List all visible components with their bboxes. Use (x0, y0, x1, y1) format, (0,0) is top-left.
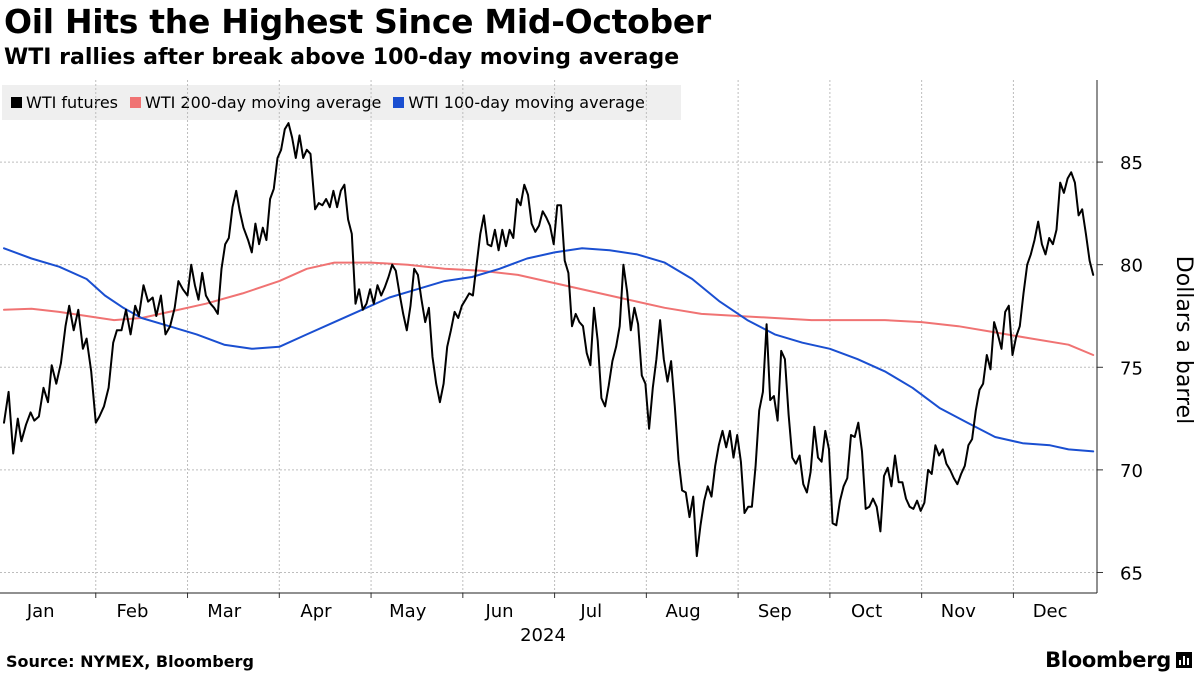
chart-title: Oil Hits the Highest Since Mid-October (4, 2, 711, 41)
series-wti-futures (3, 122, 1095, 558)
x-tick-label-may: May (389, 601, 427, 622)
legend-item-200-day-ma: WTI 200-day moving average (130, 93, 381, 112)
x-tick-label-dec: Dec (1033, 601, 1068, 622)
chart-subtitle: WTI rallies after break above 100-day mo… (4, 45, 680, 70)
legend-label-200-day-ma: WTI 200-day moving average (145, 93, 382, 112)
legend: WTI futures WTI 200-day moving average W… (2, 85, 681, 120)
x-tick-label-jul: Jul (579, 601, 602, 622)
legend-item-100-day-ma: WTI 100-day moving average (393, 93, 645, 112)
x-axis-year-label: 2024 (520, 625, 566, 646)
brand-name: Bloomberg (1045, 648, 1171, 672)
y-tick-label-70: 70 (1120, 461, 1143, 482)
legend-swatch-200-day-ma (130, 97, 141, 108)
legend-swatch-100-day-ma (393, 97, 405, 108)
y-tick-label-75: 75 (1120, 358, 1143, 379)
bloomberg-terminal-icon (1176, 652, 1192, 668)
series-200-day-ma (3, 261, 1095, 356)
x-tick-label-aug: Aug (665, 601, 700, 622)
series-100-day-ma (3, 247, 1095, 453)
x-tick-label-oct: Oct (851, 601, 882, 622)
legend-label-100-day-ma: WTI 100-day moving average (408, 93, 645, 112)
x-tick-label-feb: Feb (117, 601, 149, 622)
legend-swatch-wti-futures (11, 97, 22, 108)
y-tick-label-65: 65 (1120, 563, 1143, 584)
legend-item-wti-futures: WTI futures (11, 93, 118, 112)
source-note: Source: NYMEX, Bloomberg (6, 652, 254, 671)
x-tick-label-mar: Mar (207, 601, 242, 622)
bloomberg-logo: Bloomberg (1045, 648, 1192, 672)
x-tick-label-jun: Jun (484, 601, 513, 622)
x-tick-label-apr: Apr (300, 601, 332, 622)
y-tick-label-85: 85 (1120, 153, 1143, 174)
y-axis-title: Dollars a barrel (1171, 256, 1196, 424)
x-tick-label-sep: Sep (758, 601, 792, 622)
y-tick-label-80: 80 (1120, 256, 1143, 277)
legend-label-wti-futures: WTI futures (26, 93, 118, 112)
x-tick-label-jan: Jan (26, 601, 55, 622)
x-tick-label-nov: Nov (941, 601, 976, 622)
